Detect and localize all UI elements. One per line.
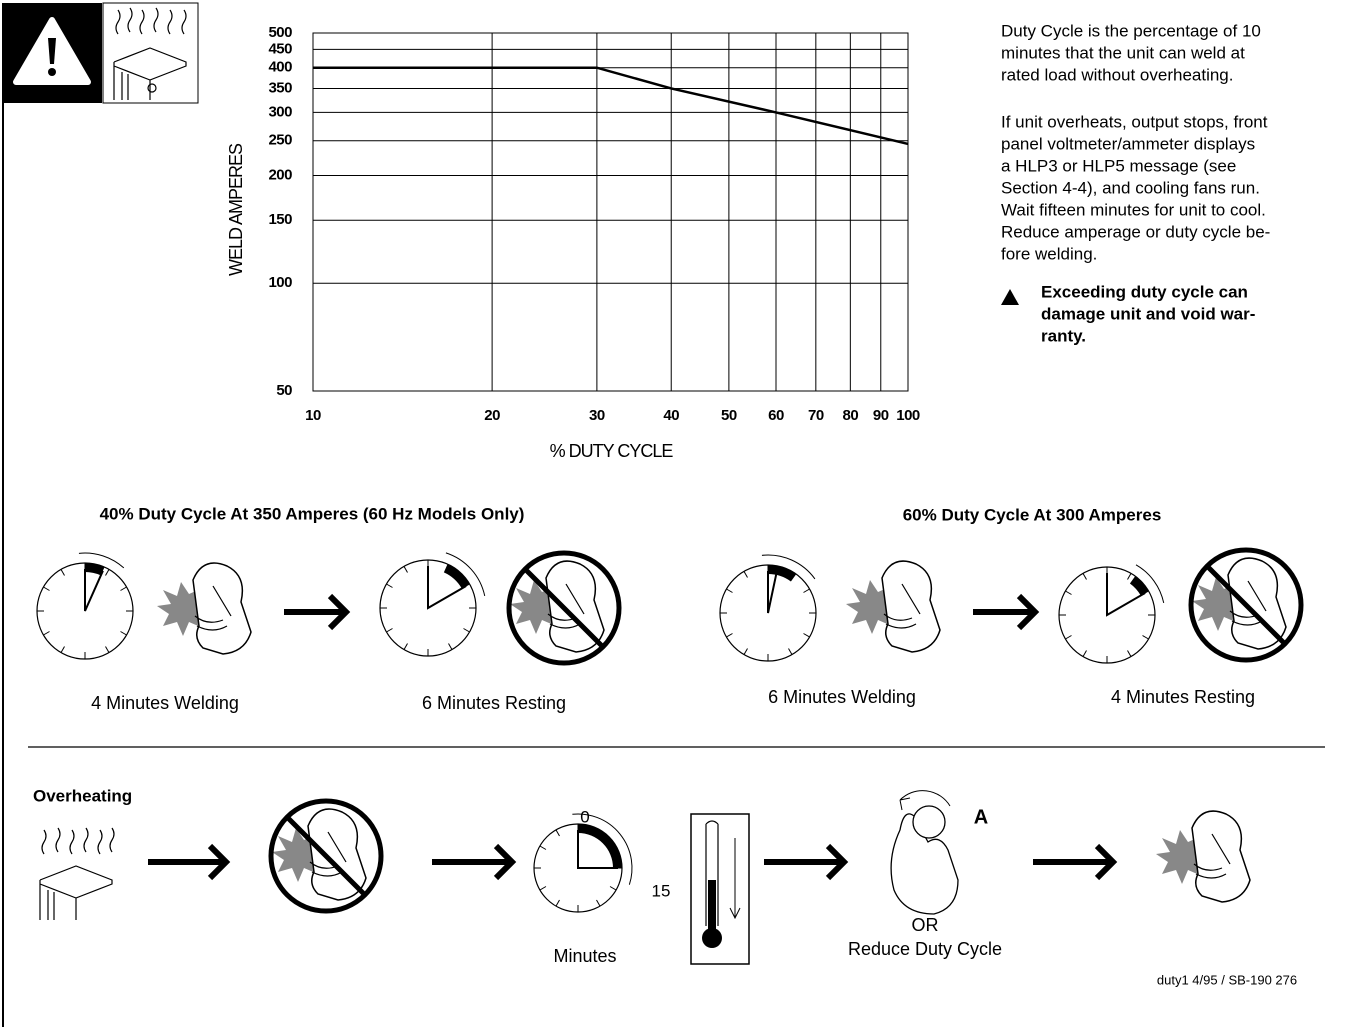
x-tick-label: 90 xyxy=(873,407,889,424)
welder xyxy=(157,563,251,654)
paragraph-line: minutes that the unit can weld at xyxy=(1001,43,1245,62)
caption: 4 Minutes Welding xyxy=(91,693,239,713)
welder xyxy=(846,561,940,652)
x-tick-label: 30 xyxy=(589,407,605,424)
arrow xyxy=(1033,846,1113,878)
paragraph-line: Duty Cycle is the percentage of 10 xyxy=(1001,21,1261,40)
welder xyxy=(271,801,381,911)
warning-line: ranty. xyxy=(1041,326,1086,345)
y-tick-label: 250 xyxy=(268,132,292,149)
welder xyxy=(509,553,619,663)
clock xyxy=(1059,565,1164,663)
x-tick-label: 40 xyxy=(663,407,679,424)
x-tick-label: 80 xyxy=(842,407,858,424)
paragraph-line: a HLP3 or HLP5 message (see xyxy=(1001,156,1236,175)
y-tick-label: 50 xyxy=(276,382,292,399)
warning-triangle-small xyxy=(1001,289,1019,305)
arrow xyxy=(973,596,1035,628)
x-tick-label: 70 xyxy=(808,407,824,424)
y-tick-label: 350 xyxy=(268,79,292,96)
clock xyxy=(37,553,133,659)
paragraph-line: Section 4-4), and cooling fans run. xyxy=(1001,178,1260,197)
warning-dot xyxy=(48,68,56,76)
welder xyxy=(1156,811,1250,902)
heat-waves xyxy=(42,828,114,854)
data-line xyxy=(313,68,908,144)
y-axis-label: WELD AMPERES xyxy=(226,143,246,276)
page: WELD AMPERES % DUTY CYCLE 40% Duty Cycle… xyxy=(0,0,1346,1030)
caption: 4 Minutes Resting xyxy=(1111,687,1255,707)
x-tick-label: 10 xyxy=(305,407,321,424)
y-tick-label: 450 xyxy=(268,40,292,57)
arrow xyxy=(432,846,512,878)
caption: 6 Minutes Welding xyxy=(768,687,916,707)
x-tick-label: 20 xyxy=(484,407,500,424)
or-label: OR xyxy=(912,915,939,935)
clock-caption: Minutes xyxy=(553,946,616,966)
x-tick-label: 100 xyxy=(896,407,920,424)
x-tick-label: 50 xyxy=(721,407,737,424)
arrow xyxy=(764,846,844,878)
paragraph-line: panel voltmeter/ammeter displays xyxy=(1001,134,1255,153)
y-tick-label: 400 xyxy=(268,59,292,76)
document: WELD AMPERES % DUTY CYCLE 40% Duty Cycle… xyxy=(0,0,1346,1030)
arrow xyxy=(148,846,226,878)
y-tick-label: 200 xyxy=(268,166,292,183)
y-tick-label: 300 xyxy=(268,103,292,120)
helmet xyxy=(193,563,251,654)
footer: duty1 4/95 / SB-190 276 xyxy=(1157,972,1297,987)
paragraph-line: Reduce amperage or duty cycle be- xyxy=(1001,222,1270,241)
paragraph-line: If unit overheats, output stops, front xyxy=(1001,112,1268,131)
knob-label: A xyxy=(974,806,988,828)
welder xyxy=(1191,550,1301,660)
knob xyxy=(913,806,945,838)
clock-end: 15 xyxy=(652,881,671,900)
y-tick-label: 500 xyxy=(268,24,292,41)
example-title: 60% Duty Cycle At 300 Amperes xyxy=(903,505,1162,524)
y-tick-label: 100 xyxy=(268,274,292,291)
caption: 6 Minutes Resting xyxy=(422,693,566,713)
thermometer-bulb xyxy=(702,928,722,948)
section-title: Overheating xyxy=(33,786,132,805)
clock xyxy=(380,553,485,656)
thermometer-fill xyxy=(708,880,716,930)
y-tick-label: 150 xyxy=(268,211,292,228)
paragraph-line: rated load without overheating. xyxy=(1001,65,1234,84)
clock xyxy=(534,814,632,912)
reduce-label: Reduce Duty Cycle xyxy=(848,939,1002,959)
paragraph-line: Wait fifteen minutes for unit to cool. xyxy=(1001,200,1266,219)
x-tick-label: 60 xyxy=(768,407,784,424)
plot-frame xyxy=(313,33,908,391)
heat-icon xyxy=(40,828,114,920)
paragraph-line: fore welding. xyxy=(1001,244,1097,263)
arrow xyxy=(284,596,346,628)
cabinet xyxy=(40,866,112,920)
warning-line: damage unit and void war- xyxy=(1041,304,1255,323)
helmet xyxy=(1192,811,1250,902)
warning-line: Exceeding duty cycle can xyxy=(1041,282,1248,301)
clock xyxy=(720,555,816,661)
helmet xyxy=(882,561,940,652)
x-axis-label: % DUTY CYCLE xyxy=(550,441,674,461)
example-title: 40% Duty Cycle At 350 Amperes (60 Hz Mod… xyxy=(100,504,525,523)
